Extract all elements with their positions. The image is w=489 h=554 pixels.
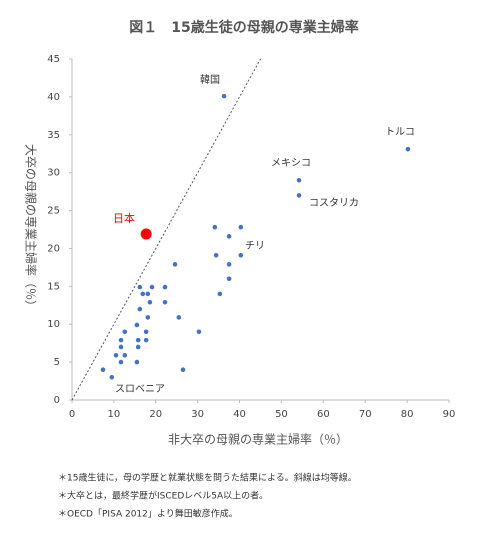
point — [221, 93, 227, 99]
point-label: 日本 — [113, 211, 135, 225]
point — [405, 146, 411, 152]
point — [113, 352, 119, 358]
note: ＊大卒とは，最終学歴がISCEDレベル5A以上の者。 — [58, 490, 268, 502]
point — [122, 352, 128, 358]
point — [145, 315, 151, 320]
y-tick-label: 0 — [54, 395, 60, 406]
point — [109, 374, 115, 380]
x-tick-label: 60 — [317, 409, 330, 420]
point — [145, 291, 151, 297]
x-tick-label: 80 — [401, 409, 414, 420]
y-tick-label: 10 — [47, 319, 60, 330]
x-tick-label: 70 — [359, 409, 372, 420]
point — [217, 291, 223, 297]
point-label: スロベニア — [115, 383, 165, 395]
point-label: メキシコ — [271, 158, 311, 169]
x-tick-label: 10 — [108, 409, 121, 420]
point — [226, 262, 232, 267]
note: ＊15歳生徒に，母の学歴と就業状態を問うた結果による。斜線は均等線。 — [58, 472, 357, 484]
point — [100, 367, 106, 372]
x-tick-label: 40 — [233, 409, 246, 420]
point — [226, 234, 232, 239]
point — [147, 299, 153, 305]
point — [296, 193, 302, 198]
point — [176, 315, 182, 320]
point — [172, 262, 178, 267]
point — [162, 284, 168, 290]
point — [118, 344, 124, 350]
y-tick-label: 25 — [47, 206, 60, 217]
point — [118, 359, 124, 365]
point — [135, 337, 141, 343]
x-tick-label: 30 — [191, 409, 204, 420]
y-tick-label: 45 — [47, 54, 60, 65]
x-tick-label: 20 — [149, 409, 162, 420]
point — [143, 329, 149, 335]
x-tick-label: 0 — [69, 409, 75, 420]
point — [140, 291, 146, 297]
point — [135, 344, 141, 350]
point — [180, 367, 186, 372]
point-label: コスタリカ — [309, 197, 359, 209]
note: ＊OECD「PISA 2012」より舞田敏彦作成。 — [58, 508, 238, 520]
point — [134, 359, 140, 365]
point — [122, 329, 128, 335]
point — [134, 322, 140, 328]
point — [143, 337, 149, 343]
point — [238, 224, 244, 230]
y-tick-label: 20 — [47, 243, 60, 254]
point — [137, 306, 143, 312]
y-tick-label: 35 — [47, 130, 60, 141]
y-tick-label: 5 — [54, 357, 60, 368]
chart-title: 図１ 15歳生徒の母親の専業主婦率 — [129, 19, 358, 36]
point — [137, 284, 143, 290]
point — [296, 177, 302, 183]
x-tick-label: 50 — [275, 409, 288, 420]
equality-line — [71, 58, 261, 401]
point-label: 韓国 — [200, 74, 220, 86]
y-axis-title: 大卒の母親の専業主婦率（％） — [24, 144, 39, 312]
point — [238, 252, 244, 258]
point — [140, 228, 152, 240]
point-label: チリ — [245, 240, 265, 252]
point — [118, 337, 124, 343]
point — [149, 284, 155, 290]
x-axis-title: 非大卒の母親の専業主婦率（％） — [168, 432, 348, 447]
point — [212, 224, 218, 230]
y-tick-label: 40 — [47, 92, 60, 103]
point — [213, 252, 219, 258]
y-tick-label: 30 — [47, 168, 60, 179]
y-tick-label: 15 — [47, 281, 60, 292]
point — [226, 276, 232, 282]
point — [162, 299, 168, 305]
point-label: トルコ — [385, 127, 415, 138]
x-tick-label: 90 — [443, 409, 456, 420]
point — [196, 329, 202, 335]
